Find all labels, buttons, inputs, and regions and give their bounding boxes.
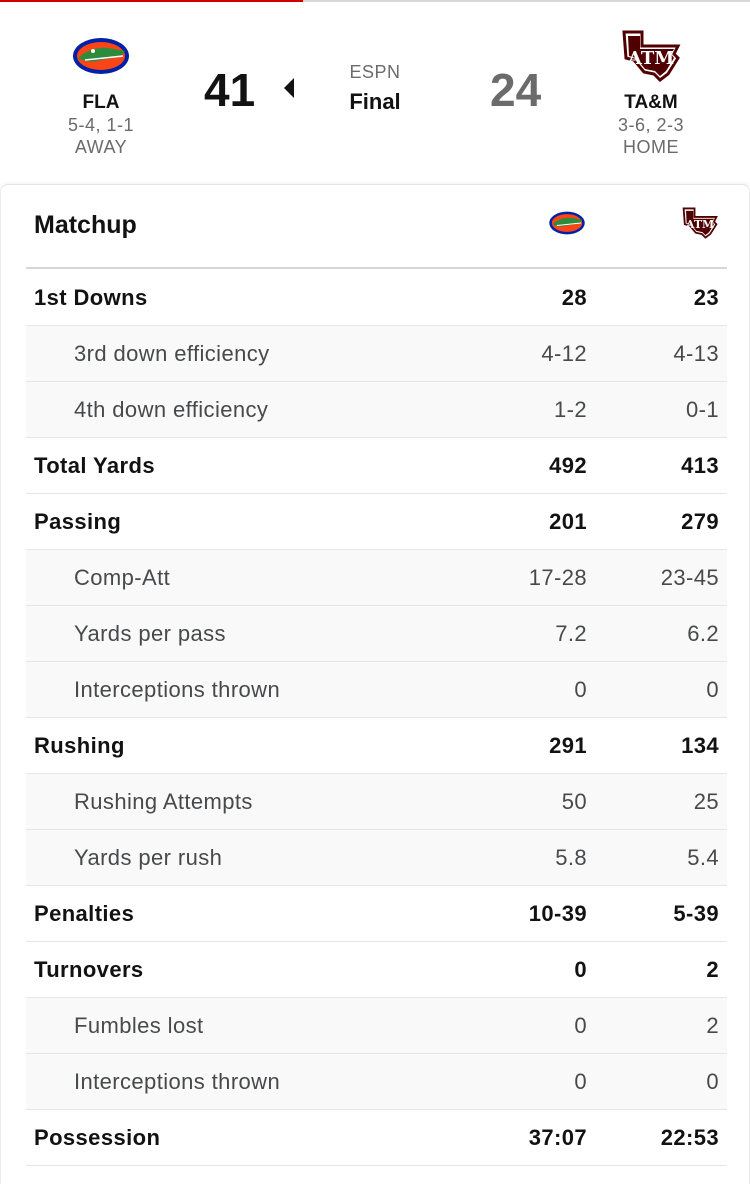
stat-row: 3rd down efficiency 4-12 4-13 (26, 326, 727, 382)
atm-logo-icon: ATM (571, 30, 731, 82)
stat-label: Yards per rush (74, 845, 223, 870)
stat-home-value: 2 (706, 1013, 719, 1038)
stat-label: Turnovers (34, 957, 144, 982)
stat-away-value: 1-2 (554, 397, 587, 422)
gator-logo-icon (21, 30, 181, 82)
stat-away-value: 10-39 (528, 901, 587, 926)
game-header: FLA 5-4, 1-1 AWAY 41 ESPN Final 24 ATM T… (0, 2, 750, 184)
stat-away-value: 0 (574, 957, 587, 982)
stat-home-value: 6.2 (687, 621, 719, 646)
stat-row: Yards per pass 7.2 6.2 (26, 606, 727, 662)
stats-table: 1st Downs 28 23 3rd down efficiency 4-12 4-13… (26, 270, 727, 1166)
stat-label: 1st Downs (34, 285, 148, 310)
stat-home-value: 134 (681, 733, 719, 758)
away-side: AWAY (74, 137, 128, 157)
stat-home-value: 0-1 (686, 397, 719, 422)
winner-arrow-icon (284, 78, 294, 98)
stat-label: Penalties (34, 901, 135, 926)
stat-row: Yards per rush 5.8 5.4 (26, 830, 727, 886)
svg-text:ATM: ATM (627, 48, 674, 69)
stat-label: Passing (34, 509, 122, 534)
away-abbr: FLA (82, 92, 120, 113)
stat-away-value: 0 (574, 1069, 587, 1094)
stat-home-value: 413 (681, 453, 719, 478)
stat-home-value: 0 (706, 677, 719, 702)
stat-home-value: 23 (693, 285, 719, 310)
stat-row: Passing 201 279 (26, 494, 727, 550)
stat-home-value: 279 (681, 509, 719, 534)
stat-label: Fumbles lost (74, 1013, 204, 1038)
stat-label: Rushing Attempts (74, 789, 253, 814)
stat-label: Interceptions thrown (74, 677, 281, 702)
stat-label: Total Yards (34, 453, 155, 478)
network-label: ESPN (349, 62, 401, 82)
stat-label: Interceptions thrown (74, 1069, 281, 1094)
stat-home-value: 4-13 (673, 341, 719, 366)
stat-row: Fumbles lost 0 2 (26, 998, 727, 1054)
game-status: ESPN Final (300, 62, 450, 115)
stat-label: Rushing (34, 733, 125, 758)
stat-row: Rushing 291 134 (26, 718, 727, 774)
matchup-card: Matchup ATM 1st Downs 28 23 3rd down effici… (0, 184, 750, 1184)
stat-label: 4th down efficiency (74, 397, 269, 422)
away-score: 41 (204, 64, 256, 116)
stat-away-value: 5.8 (555, 845, 587, 870)
stat-away-value: 201 (549, 509, 587, 534)
stat-row: Interceptions thrown 0 0 (26, 662, 727, 718)
stat-away-value: 4-12 (541, 341, 587, 366)
svg-text:ATM: ATM (685, 218, 714, 231)
matchup-title: Matchup (34, 211, 137, 239)
stat-away-value: 7.2 (555, 621, 587, 646)
stat-away-value: 28 (561, 285, 587, 310)
stat-home-value: 0 (706, 1069, 719, 1094)
stat-away-value: 0 (574, 677, 587, 702)
matchup-header: Matchup ATM (26, 185, 727, 269)
stat-away-value: 37:07 (528, 1125, 587, 1150)
stat-home-value: 5.4 (687, 845, 719, 870)
stat-row: Possession 37:07 22:53 (26, 1110, 727, 1166)
home-record: 3-6, 2-3 (617, 115, 685, 135)
stat-label: 3rd down efficiency (74, 341, 270, 366)
stat-row: 4th down efficiency 1-2 0-1 (26, 382, 727, 438)
stat-row: Rushing Attempts 50 25 (26, 774, 727, 830)
stat-home-value: 25 (693, 789, 719, 814)
home-team[interactable]: ATM TA&M 3-6, 2-3 HOME (571, 30, 731, 158)
stat-home-value: 22:53 (660, 1125, 719, 1150)
progress-accent (0, 0, 303, 2)
atm-logo-icon: ATM (680, 205, 720, 241)
gator-logo-icon (547, 205, 587, 241)
stat-home-value: 5-39 (673, 901, 719, 926)
stat-away-value: 50 (561, 789, 587, 814)
home-side: HOME (623, 137, 679, 157)
stat-label: Possession (34, 1125, 161, 1150)
home-score: 24 (490, 64, 542, 116)
stat-row: 1st Downs 28 23 (26, 270, 727, 326)
stat-label: Yards per pass (74, 621, 226, 646)
stat-home-value: 2 (706, 957, 719, 982)
stat-label: Comp-Att (74, 565, 171, 590)
stat-row: Interceptions thrown 0 0 (26, 1054, 727, 1110)
away-record: 5-4, 1-1 (67, 115, 135, 135)
stat-home-value: 23-45 (660, 565, 719, 590)
stat-away-value: 0 (574, 1013, 587, 1038)
stat-row: Comp-Att 17-28 23-45 (26, 550, 727, 606)
progress-bar (0, 0, 750, 2)
stat-row: Penalties 10-39 5-39 (26, 886, 727, 942)
away-team[interactable]: FLA 5-4, 1-1 AWAY (21, 30, 181, 158)
status-label: Final (349, 89, 401, 114)
stat-away-value: 291 (549, 733, 587, 758)
stat-row: Turnovers 0 2 (26, 942, 727, 998)
home-abbr: TA&M (624, 92, 678, 113)
stat-away-value: 492 (549, 453, 587, 478)
stat-away-value: 17-28 (528, 565, 587, 590)
stat-row: Total Yards 492 413 (26, 438, 727, 494)
